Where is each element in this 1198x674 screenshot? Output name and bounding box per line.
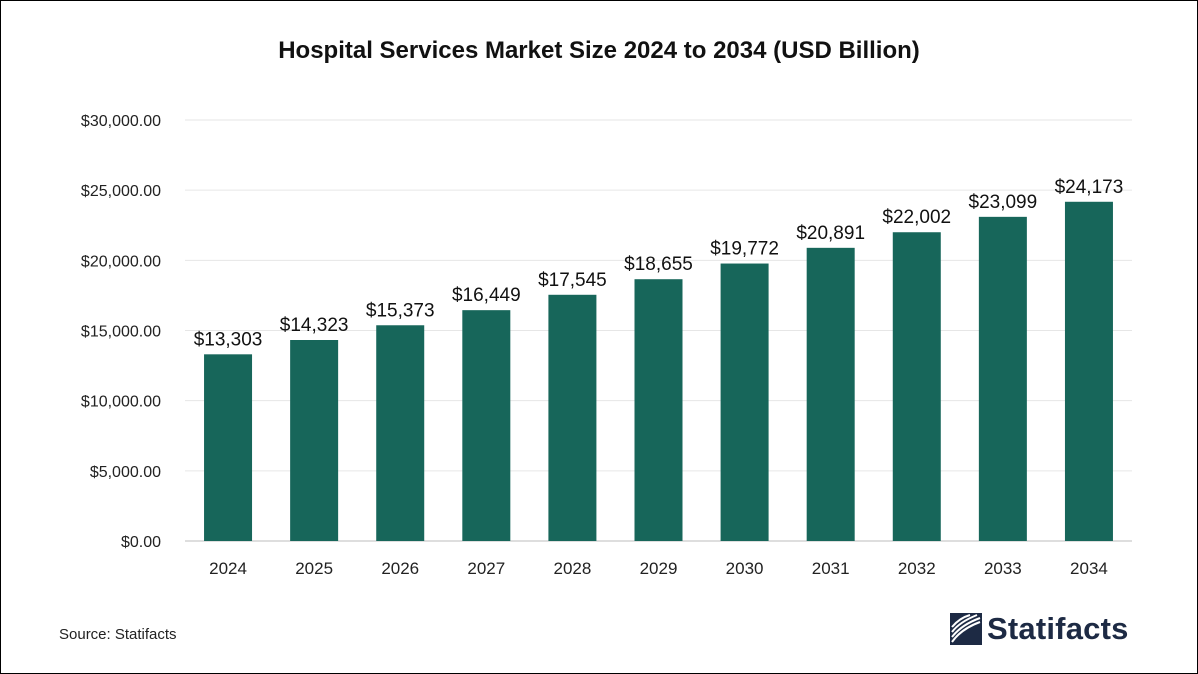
data-label: $18,655 — [624, 254, 693, 275]
x-tick-label: 2033 — [984, 559, 1022, 578]
data-label: $24,173 — [1055, 177, 1124, 198]
y-tick-label: $0.00 — [121, 534, 161, 551]
x-tick-label: 2027 — [467, 559, 505, 578]
y-tick-label: $10,000.00 — [81, 394, 161, 411]
statifacts-logo: Statifacts — [949, 611, 1129, 647]
data-label: $22,002 — [882, 207, 951, 228]
x-tick-label: 2024 — [209, 559, 247, 578]
statifacts-logo-text: Statifacts — [987, 611, 1129, 646]
bar — [978, 216, 1027, 541]
data-label: $15,373 — [366, 300, 435, 321]
data-label: $14,323 — [280, 315, 349, 336]
x-tick-label: 2034 — [1070, 559, 1108, 578]
y-tick-label: $15,000.00 — [81, 324, 161, 341]
x-tick-label: 2028 — [553, 559, 591, 578]
data-label: $17,545 — [538, 270, 607, 291]
data-label: $19,772 — [710, 239, 779, 260]
chart-title: Hospital Services Market Size 2024 to 20… — [278, 37, 920, 64]
bar — [892, 232, 941, 542]
bar — [462, 310, 511, 541]
x-tick-label: 2025 — [295, 559, 333, 578]
y-tick-label: $25,000.00 — [81, 183, 161, 200]
bar — [548, 294, 597, 541]
x-tick-label: 2030 — [726, 559, 764, 578]
x-tick-label: 2029 — [640, 559, 678, 578]
data-label: $23,099 — [969, 192, 1038, 213]
bar — [204, 354, 253, 541]
bar — [806, 247, 855, 541]
source-note: Source: Statifacts — [59, 626, 177, 643]
bar — [1064, 201, 1113, 542]
data-label: $13,303 — [194, 329, 263, 350]
y-tick-label: $20,000.00 — [81, 253, 161, 270]
x-tick-label: 2032 — [898, 559, 936, 578]
bar — [376, 325, 425, 541]
data-label: $16,449 — [452, 285, 521, 306]
statifacts-logo-icon — [950, 613, 982, 645]
x-tick-label: 2026 — [381, 559, 419, 578]
bar — [290, 340, 339, 541]
data-label: $20,891 — [796, 223, 865, 244]
bar — [634, 279, 683, 541]
x-tick-label: 2031 — [812, 559, 850, 578]
y-tick-label: $5,000.00 — [90, 464, 161, 481]
bar — [720, 263, 769, 541]
y-tick-label: $30,000.00 — [81, 113, 161, 130]
